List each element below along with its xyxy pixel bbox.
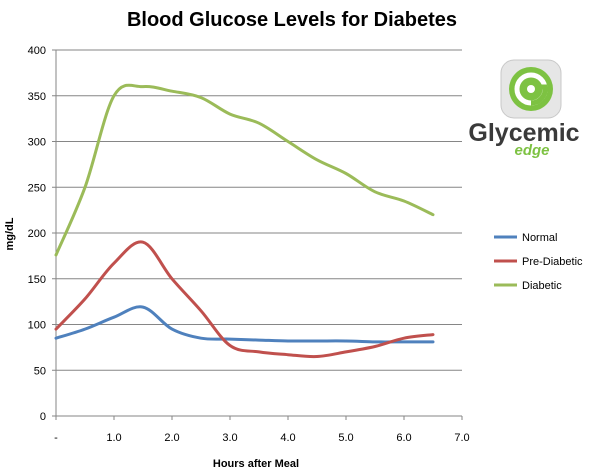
y-tick-label: 200: [28, 228, 46, 240]
logo-brand-sub: edge: [514, 142, 549, 159]
y-axis-label: mg/dL: [4, 217, 16, 250]
y-tick-label: 150: [28, 274, 46, 286]
x-axis-ticks: - 1.0 2.0 3.0 4.0 5.0 6.0 7.0: [54, 416, 470, 444]
y-tick-label: 300: [28, 137, 46, 149]
chart-title: Blood Glucose Levels for Diabetes: [127, 9, 457, 31]
x-tick-label: 4.0: [280, 432, 295, 444]
x-tick-label: 1.0: [106, 432, 121, 444]
legend: Normal Pre-Diabetic Diabetic: [494, 232, 583, 292]
x-tick-label: 2.0: [164, 432, 179, 444]
y-axis-ticks: 0 50 100 150 200 250 300 350 400: [28, 45, 56, 423]
y-tick-label: 50: [34, 365, 46, 377]
series-line-normal: [54, 305, 435, 344]
legend-label-diabetic: Diabetic: [522, 280, 562, 292]
y-tick-label: 250: [28, 182, 46, 194]
x-axis-label: Hours after Meal: [213, 458, 299, 470]
y-tick-label: 400: [28, 45, 46, 57]
series-line-pre-diabetic: [54, 240, 435, 359]
x-tick-label: 7.0: [454, 432, 469, 444]
y-tick-label: 350: [28, 91, 46, 103]
series-line-diabetic: [54, 83, 435, 257]
x-tick-label: 3.0: [222, 432, 237, 444]
logo-brand-name: Glycemic: [468, 119, 579, 147]
legend-label-pre-diabetic: Pre-Diabetic: [522, 256, 583, 268]
x-tick-label: 5.0: [338, 432, 353, 444]
gridlines: [56, 49, 462, 371]
x-tick-label: -: [54, 432, 58, 444]
y-tick-label: 0: [40, 411, 46, 423]
y-tick-label: 100: [28, 320, 46, 332]
series-lines: [54, 83, 435, 359]
legend-label-normal: Normal: [522, 232, 557, 244]
x-tick-label: 6.0: [396, 432, 411, 444]
glycemic-edge-logo: Glycemic edge: [468, 59, 580, 159]
